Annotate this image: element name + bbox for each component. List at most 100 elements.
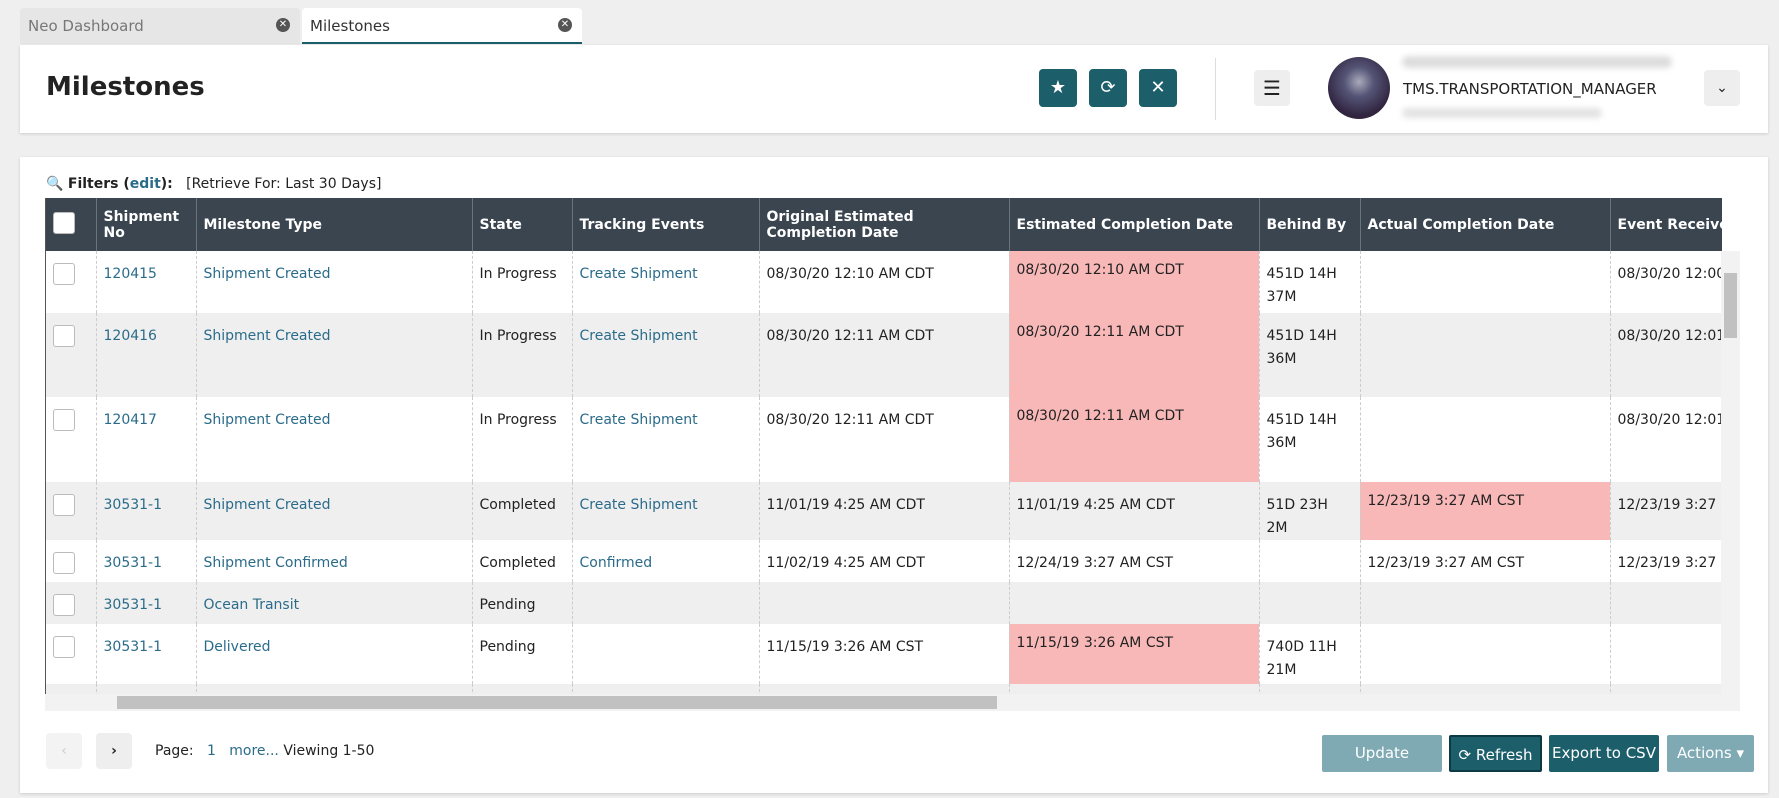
cell[interactable]: Shipment Created [196, 313, 473, 397]
column-header[interactable]: Event Received On [1610, 198, 1722, 251]
select-all[interactable] [46, 198, 97, 251]
cell[interactable]: 30531-1 [96, 540, 197, 582]
filters-label: Filters ( [67, 176, 130, 192]
cell[interactable]: Delivered [196, 624, 473, 684]
cell: 08/30/20 12:11 AM CDT [759, 397, 1010, 482]
cell: 451D 14H 36M [1259, 397, 1361, 482]
cell[interactable]: Shipment Created [196, 482, 473, 540]
column-header[interactable]: Milestone Type [196, 198, 473, 251]
cell[interactable]: 120415 [96, 251, 197, 313]
row-select[interactable] [46, 624, 97, 684]
row-select[interactable] [46, 397, 97, 482]
filters-close: ): [160, 176, 173, 192]
cell[interactable] [572, 684, 760, 694]
column-header[interactable]: Tracking Events [572, 198, 760, 251]
column-header[interactable]: Estimated Completion Date [1009, 198, 1260, 251]
page-title: Milestones [46, 72, 205, 102]
close-button[interactable]: ✕ [1139, 69, 1177, 107]
filters-edit[interactable]: edit [129, 176, 161, 192]
v-scrollbar[interactable] [1721, 251, 1740, 694]
row: 30531-1 Delivered Pending 11/15/19 3:26 AM … [46, 624, 1722, 684]
column-header[interactable]: State [472, 198, 573, 251]
button-label: Actions [1676, 744, 1732, 762]
row-select[interactable] [46, 482, 97, 540]
cell[interactable] [572, 582, 760, 624]
refresh-button[interactable]: ⟳ Refresh [1449, 735, 1542, 772]
row: 30531-1 Shipment Created Completed Create S… [46, 482, 1722, 540]
tab[interactable]: Milestones ✕ [302, 8, 582, 44]
cell[interactable]: 30531-1 [96, 624, 197, 684]
cell[interactable]: Confirmed [572, 540, 760, 582]
cell: 08/30/20 12:11 AM CDT [1009, 397, 1260, 482]
row: 30531-1testPending [46, 684, 1722, 694]
cell [1360, 251, 1611, 313]
cell[interactable]: 30531-1 [96, 582, 197, 624]
h-scrollbar[interactable] [45, 694, 1740, 711]
cell: 08/30/20 12:01 AM CDT [1610, 313, 1722, 397]
cell[interactable]: 30531-1 [96, 684, 197, 694]
cell [1610, 624, 1722, 684]
cell[interactable]: Create Shipment [572, 313, 760, 397]
pager-more[interactable]: more... [229, 743, 279, 759]
row-select[interactable] [46, 582, 97, 624]
cell[interactable]: 120416 [96, 313, 197, 397]
favorite-button[interactable]: ★ [1039, 69, 1077, 107]
row: 30531-1 Shipment Confirmed Completed Confir… [46, 540, 1722, 582]
avatar [1328, 57, 1390, 119]
cell: 08/30/20 12:10 AM CDT [1009, 251, 1260, 313]
column-header[interactable]: Shipment No [96, 198, 197, 251]
cell [1360, 684, 1611, 694]
export-button[interactable]: Export to CSV [1549, 735, 1659, 772]
row-select[interactable] [46, 684, 97, 694]
cell[interactable]: Create Shipment [572, 397, 760, 482]
cell [759, 684, 1010, 694]
cell: 12/24/19 3:27 AM CST [1009, 540, 1260, 582]
row-select[interactable] [46, 540, 97, 582]
cell[interactable]: test [196, 684, 473, 694]
tab-label: Neo Dashboard [28, 17, 144, 35]
actions-button[interactable]: Actions ▾ [1667, 735, 1754, 772]
update-button[interactable]: Update [1322, 735, 1442, 772]
cell[interactable]: 120417 [96, 397, 197, 482]
cell: In Progress [472, 313, 573, 397]
cell[interactable]: Create Shipment [572, 251, 760, 313]
row-select[interactable] [46, 313, 97, 397]
cell[interactable]: 30531-1 [96, 482, 197, 540]
cell[interactable]: Shipment Confirmed [196, 540, 473, 582]
cell[interactable]: Ocean Transit [196, 582, 473, 624]
cell [1360, 397, 1611, 482]
cell: Completed [472, 540, 573, 582]
next-page[interactable]: › [96, 733, 132, 769]
cell [1259, 540, 1361, 582]
cell[interactable]: Shipment Created [196, 397, 473, 482]
prev-page[interactable]: ‹ [46, 733, 82, 769]
column-header[interactable]: Actual Completion Date [1360, 198, 1611, 251]
cell: 12/23/19 3:27 AM CST [1360, 482, 1611, 540]
table: Shipment No Milestone Type State Tracking E… [46, 198, 1722, 694]
column-header[interactable]: Behind By [1259, 198, 1361, 251]
cell: Pending [472, 624, 573, 684]
button-label: Refresh [1475, 746, 1533, 764]
cell [1009, 582, 1260, 624]
filters: 🔍 Filters (edit): [Retrieve For: Last 30… [46, 176, 382, 192]
column-header[interactable]: Original Estimated Completion Date [759, 198, 1010, 251]
reload-button[interactable]: ⟳ [1089, 69, 1127, 107]
cell: In Progress [472, 251, 573, 313]
cell[interactable]: Shipment Created [196, 251, 473, 313]
cell[interactable] [572, 624, 760, 684]
user-dropdown[interactable]: ⌄ [1704, 70, 1740, 106]
cell [1360, 624, 1611, 684]
cell[interactable]: Create Shipment [572, 482, 760, 540]
cell: Pending [472, 684, 573, 694]
cell: 740D 11H 21M [1259, 624, 1361, 684]
tab[interactable]: Neo Dashboard ✕ [20, 8, 300, 44]
menu-button[interactable]: ☰ [1254, 70, 1290, 106]
cell: 08/30/20 12:01 AM CDT [1610, 397, 1722, 482]
row: 120415 Shipment Created In Progress Create … [46, 251, 1722, 313]
cell: 51D 23H 2M [1259, 482, 1361, 540]
row-select[interactable] [46, 251, 97, 313]
pager-label: Page: [155, 743, 194, 759]
cell [1009, 684, 1260, 694]
pager-page[interactable]: 1 [206, 743, 216, 759]
